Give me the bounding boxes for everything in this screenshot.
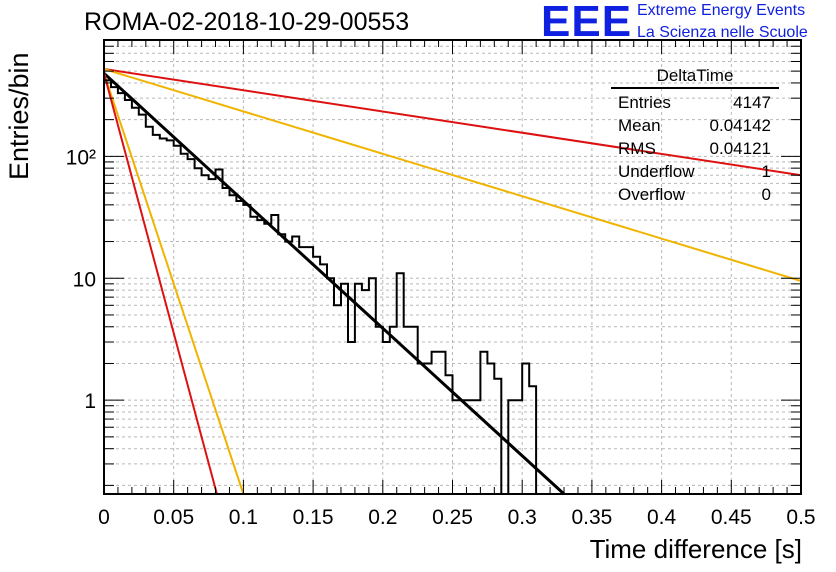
logo-line-2: La Scienza nelle Scuole [637,24,808,41]
stats-row-underflow: Underflow 1 [611,160,779,183]
x-tick-label: 0.2 [368,506,397,529]
fit-line-1 [103,68,802,177]
x-tick-labels: 0 0.05 0.1 0.15 0.2 0.25 0.3 0.35 0.4 0.45 0.5 [98,506,815,529]
stats-row-overflow: Overflow 0 [611,183,779,206]
y-tick-label: 1 [84,390,96,413]
stats-box: DeltaTime Entries 4147 Mean 0.04142 RMS … [611,66,779,206]
stats-value: 4147 [733,93,771,112]
x-tick-label: 0.15 [293,506,334,529]
x-axis-label: Time difference [s] [589,534,802,564]
y-tick-label: 10 [73,268,96,291]
eee-logo-mark: EEE [541,0,633,46]
stats-value: 0.04121 [709,139,771,158]
x-tick-label: 0.5 [786,506,815,529]
stats-label: Entries [618,93,671,112]
stats-value: 0 [761,185,771,204]
stats-value: 0.04142 [709,116,771,135]
stats-row-mean: Mean 0.04142 [611,114,779,137]
x-tick-label: 0.45 [711,506,752,529]
x-tick-label: 0.3 [508,506,537,529]
axis-ticks [103,39,802,494]
x-tick-label: 0.35 [571,506,612,529]
stats-value: 1 [761,162,771,181]
stats-label: Mean [618,116,661,135]
histogram [104,79,599,495]
stats-label: Underflow [618,162,695,181]
x-tick-label: 0 [98,506,110,529]
fit-line-2 [103,68,802,282]
stats-title: DeltaTime [611,66,779,89]
x-tick-label: 0.25 [432,506,473,529]
stats-label: RMS [618,139,656,158]
stats-row-rms: RMS 0.04121 [611,137,779,160]
stats-row-entries: Entries 4147 [611,91,779,114]
y-tick-label: 10² [66,146,96,169]
x-tick-label: 0.1 [229,506,258,529]
grid [104,39,801,494]
fit-line-3 [103,72,245,495]
fit-line-4 [103,73,218,495]
y-axis-label: Entries/bin [4,52,34,180]
y-tick-labels: 1 10 10² [66,146,96,413]
chart-title: ROMA-02-2018-10-29-00553 [84,8,410,36]
x-tick-label: 0.05 [153,506,194,529]
stats-label: Overflow [618,185,686,204]
logo-line-1: Extreme Energy Events [637,2,806,19]
x-tick-label: 0.4 [647,506,677,529]
